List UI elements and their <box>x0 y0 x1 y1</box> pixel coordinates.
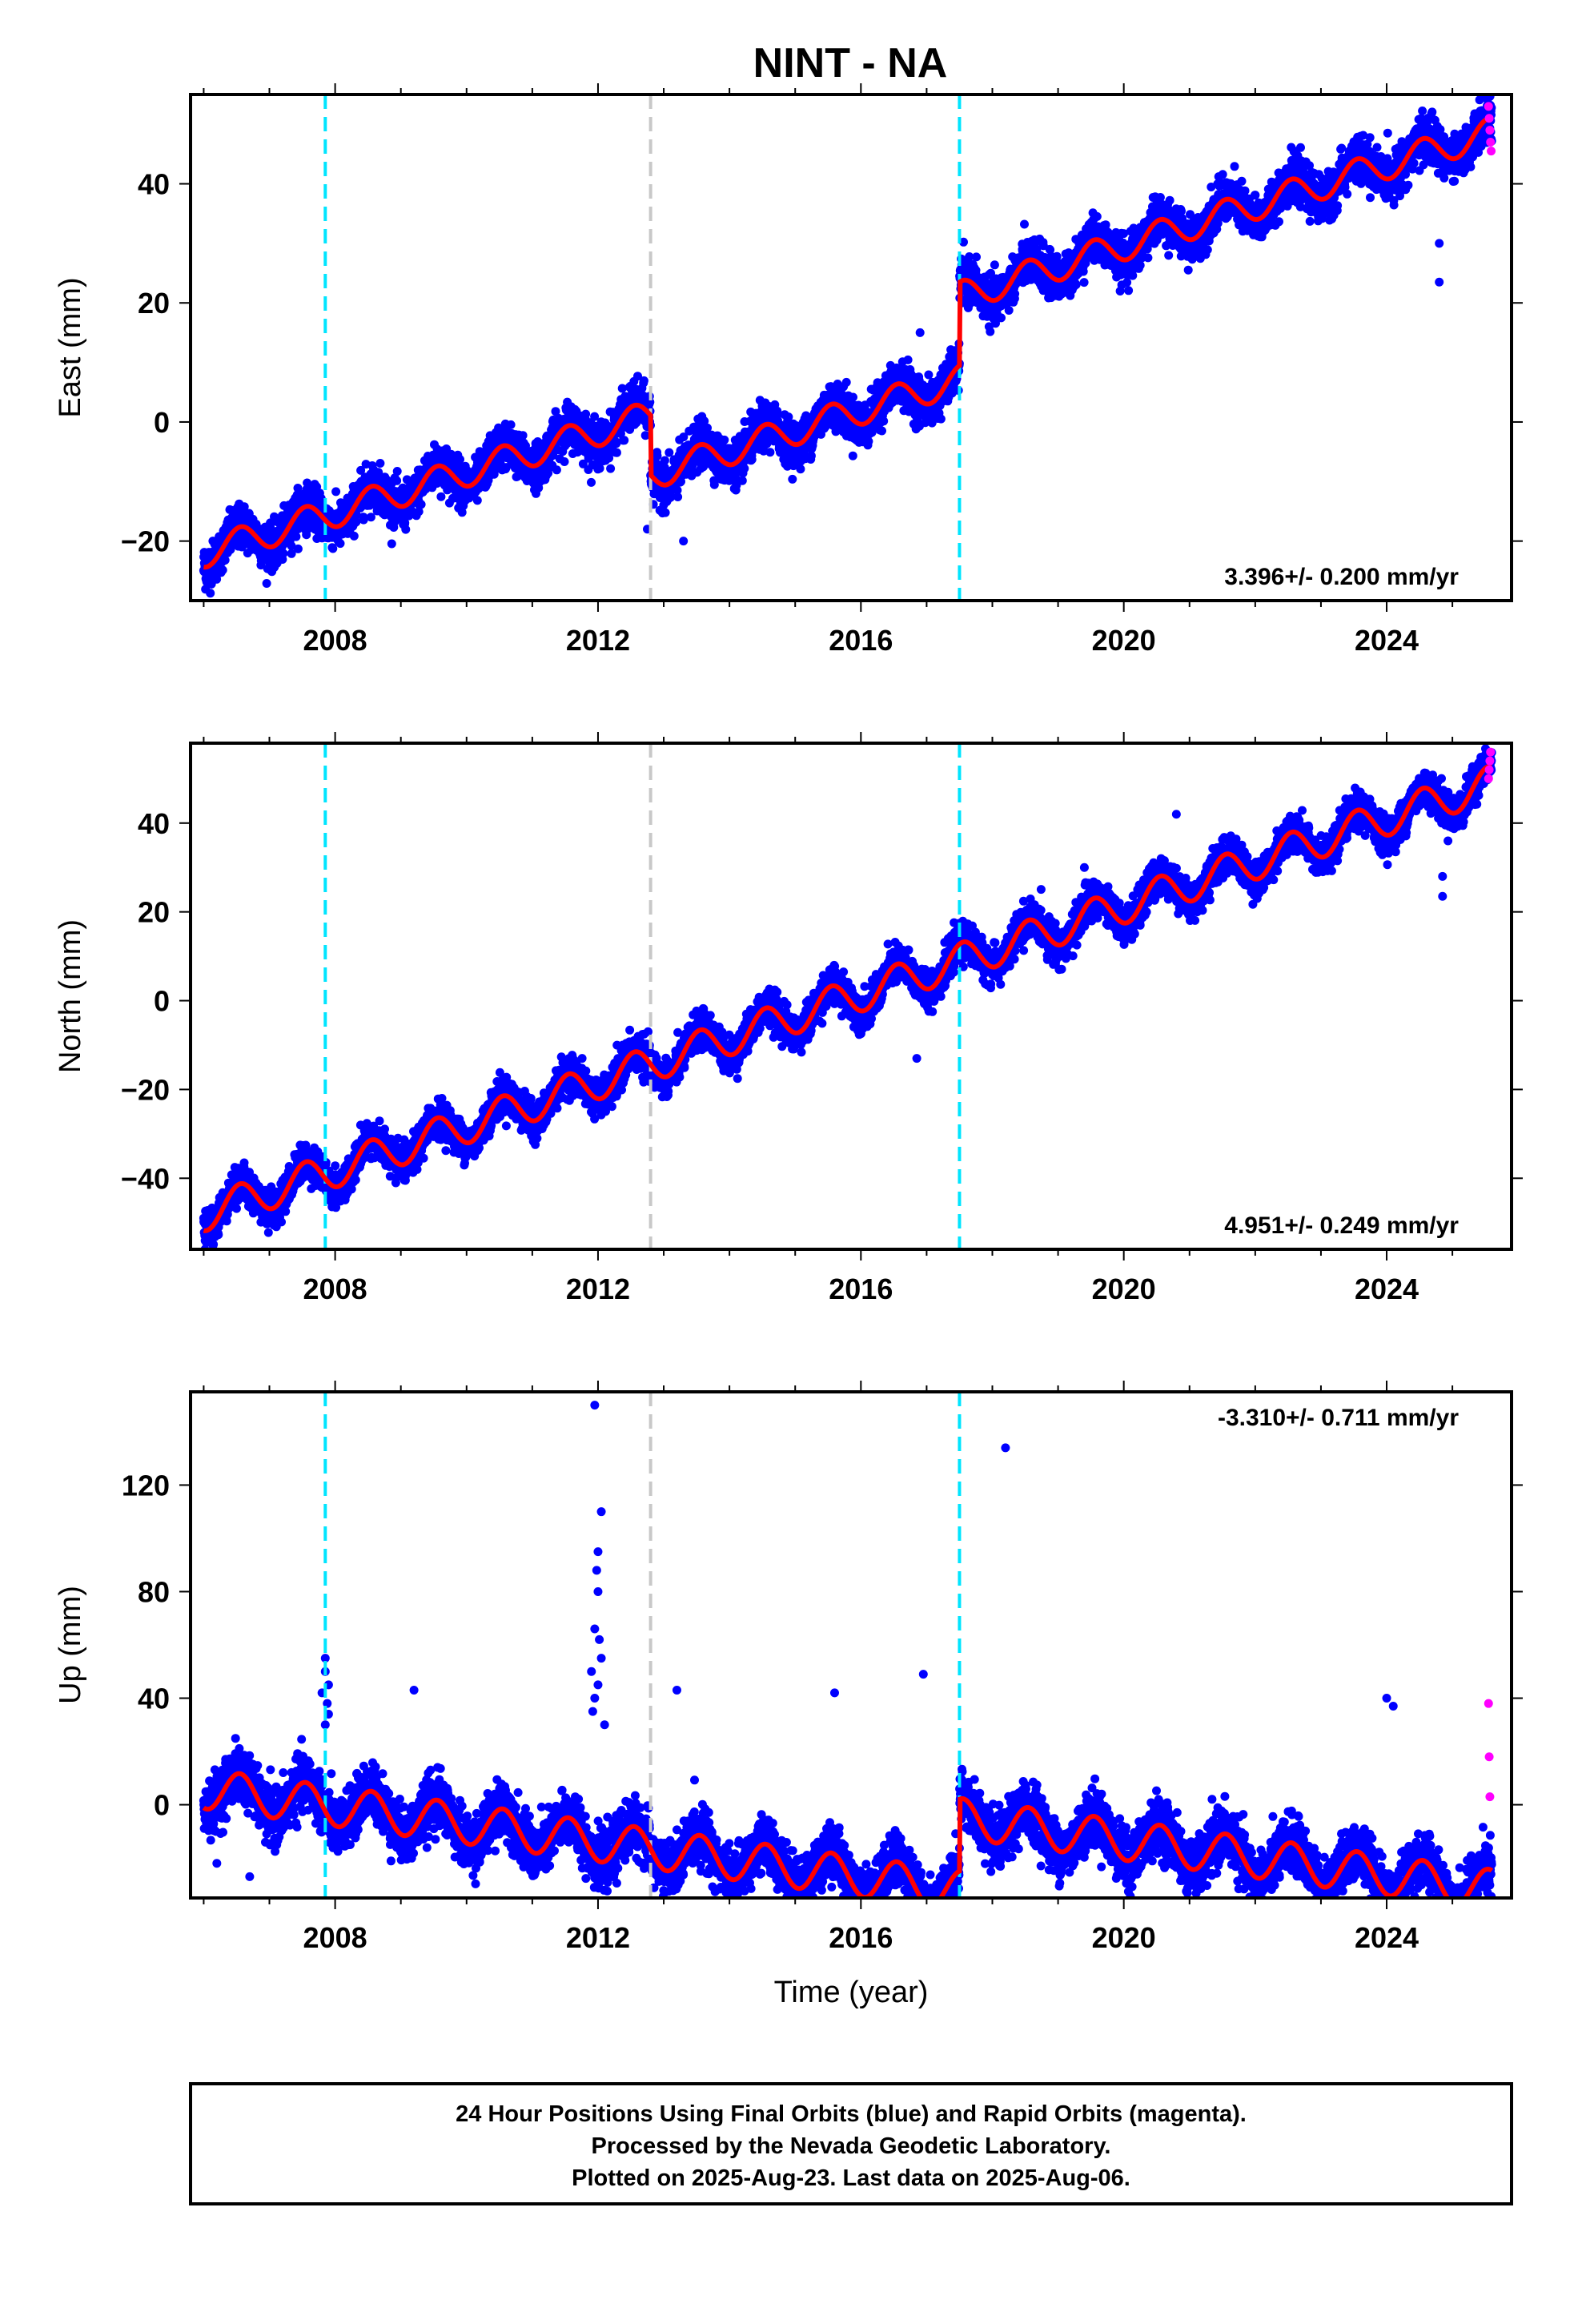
data-point <box>740 464 749 473</box>
data-point <box>661 508 670 517</box>
data-point <box>578 459 588 468</box>
data-point <box>551 407 560 416</box>
data-point <box>581 409 591 419</box>
data-point <box>356 465 366 475</box>
data-point <box>848 451 857 460</box>
data-point <box>612 439 621 448</box>
data-point <box>652 451 662 460</box>
data-point <box>506 420 516 429</box>
data-point <box>560 457 569 466</box>
data-point <box>416 500 426 509</box>
data-point <box>616 429 625 438</box>
data-point <box>239 502 249 512</box>
data-point <box>375 459 385 468</box>
data-point <box>971 266 981 275</box>
data-point <box>359 515 368 525</box>
data-point <box>924 370 934 380</box>
data-point <box>660 456 669 465</box>
data-point <box>590 412 600 421</box>
data-point <box>387 539 396 549</box>
data-point <box>349 531 359 541</box>
data-point <box>287 549 296 558</box>
data-point <box>617 384 627 393</box>
data-point <box>1004 306 1014 315</box>
data-point <box>392 467 402 476</box>
data-point <box>720 435 729 444</box>
chart-title: NINT - NA <box>753 40 948 86</box>
plot-area-east <box>199 94 1496 601</box>
data-point <box>262 579 271 588</box>
data-point <box>877 426 886 436</box>
data-point <box>1079 278 1089 287</box>
data-point <box>986 327 995 336</box>
data-point <box>1078 267 1088 276</box>
data-point <box>639 376 648 385</box>
data-point <box>1092 211 1102 221</box>
data-point <box>796 464 805 474</box>
data-point <box>472 496 482 505</box>
final-orbit-points <box>199 94 1496 598</box>
data-point <box>841 377 851 387</box>
data-point <box>765 448 775 457</box>
data-point <box>879 416 889 426</box>
data-point <box>351 517 361 527</box>
data-point <box>279 549 288 558</box>
data-point <box>595 464 604 473</box>
data-point <box>400 518 410 528</box>
data-point <box>587 477 596 487</box>
data-point <box>457 508 467 517</box>
data-point <box>747 455 757 464</box>
data-point <box>990 260 999 270</box>
data-point <box>331 487 341 497</box>
data-point <box>328 544 338 553</box>
data-point <box>1071 279 1081 289</box>
data-point <box>997 313 1006 323</box>
data-point <box>972 252 981 262</box>
data-point <box>293 484 303 493</box>
data-point <box>293 544 303 553</box>
data-point <box>1020 219 1029 229</box>
data-point <box>1010 289 1020 299</box>
data-point <box>291 532 301 541</box>
data-point <box>620 436 629 445</box>
data-point <box>220 556 230 565</box>
data-point <box>788 474 797 484</box>
data-point <box>218 565 227 575</box>
data-point <box>206 589 215 598</box>
data-point <box>456 455 464 464</box>
data-point <box>436 492 446 501</box>
data-point <box>414 507 424 517</box>
data-point <box>335 539 345 549</box>
data-point <box>849 392 857 402</box>
data-point <box>665 448 674 457</box>
data-point <box>936 414 946 424</box>
data-point <box>366 513 375 522</box>
data-point <box>612 448 621 457</box>
data-point <box>518 431 528 440</box>
data-point <box>673 493 683 501</box>
data-point <box>903 355 913 364</box>
data-point <box>606 464 616 473</box>
data-point <box>392 476 402 485</box>
data-point <box>287 541 296 550</box>
data-point <box>552 465 561 475</box>
data-point <box>401 525 411 534</box>
